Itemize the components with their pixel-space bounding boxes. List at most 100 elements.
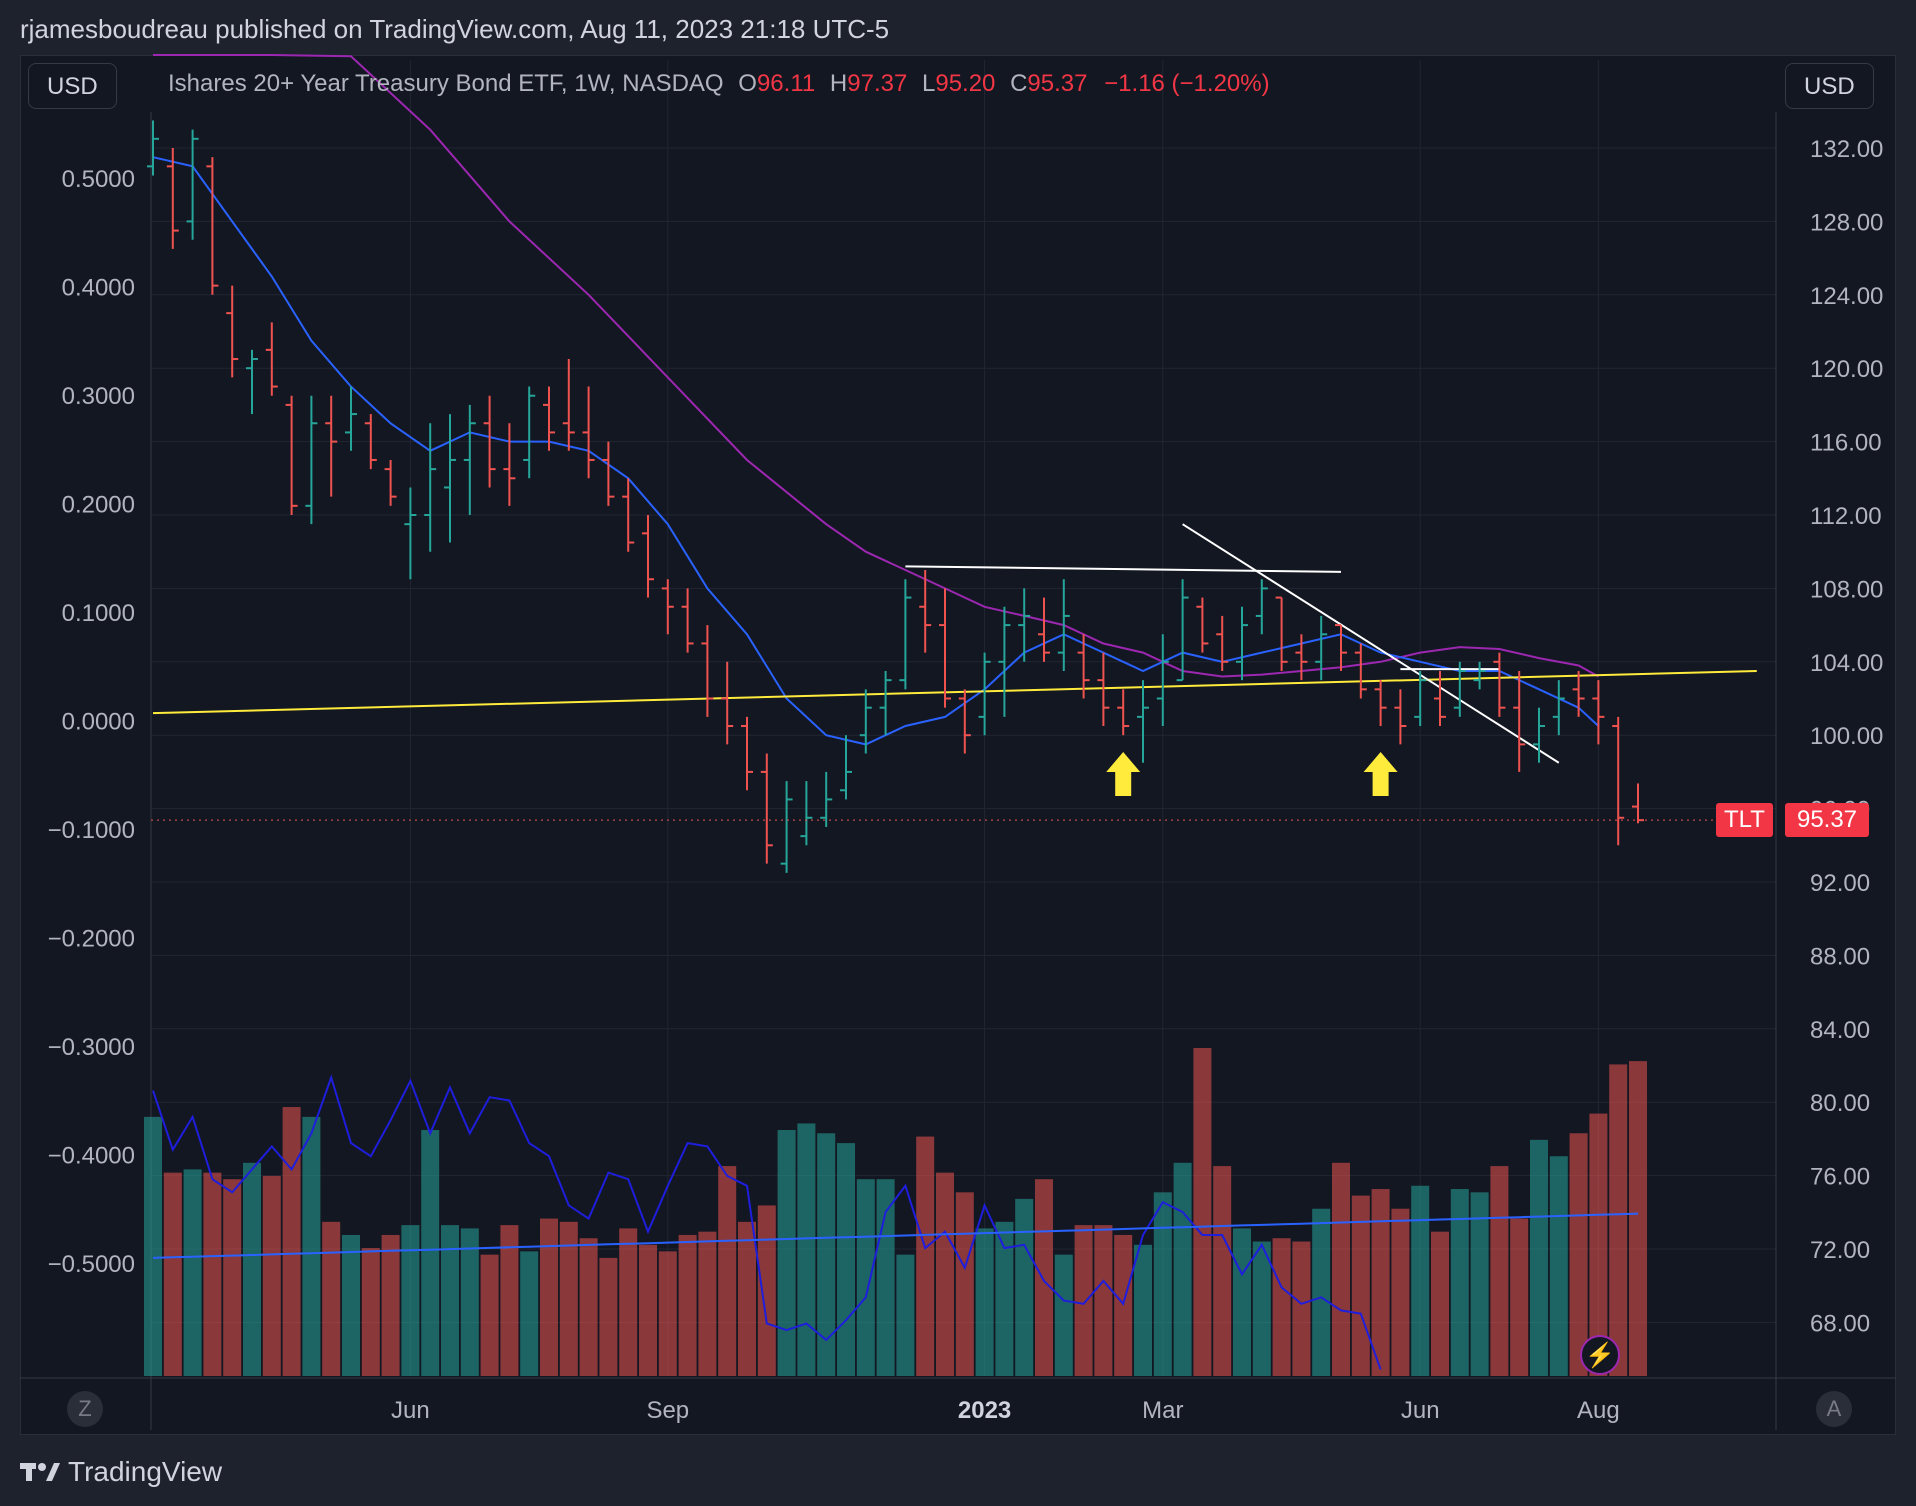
volume-bar: [599, 1257, 618, 1376]
left-axis-label: 0.0000: [62, 709, 135, 736]
volume-bar: [876, 1179, 895, 1376]
volume-bar: [500, 1225, 519, 1376]
price-axis-label: 108.00: [1810, 576, 1883, 603]
price-axis-label: 92.00: [1810, 870, 1870, 897]
volume-bar: [1094, 1225, 1113, 1376]
time-axis-label: 2023: [958, 1397, 1011, 1424]
trendline-resistance: [905, 565, 1342, 573]
price-axis-label: 128.00: [1810, 209, 1883, 236]
volume-bar: [955, 1192, 974, 1376]
left-axis-label: −0.2000: [48, 926, 135, 953]
volume-bar: [639, 1244, 657, 1376]
volume-bar: [322, 1221, 341, 1376]
volume-bar: [718, 1166, 737, 1376]
time-axis-label: Aug: [1577, 1397, 1620, 1424]
volume-bar: [1609, 1064, 1628, 1376]
legend-change: −1.16 (−1.20%): [1104, 70, 1270, 97]
volume-bar: [223, 1179, 242, 1376]
left-axis-label: 0.4000: [62, 275, 135, 302]
volume-bar: [1114, 1234, 1133, 1376]
volume-bar: [1153, 1192, 1172, 1376]
volume-bar: [302, 1116, 321, 1376]
volume-bar: [441, 1225, 459, 1376]
volume-bar: [579, 1238, 598, 1376]
volume-bar: [381, 1234, 400, 1376]
volume-bar: [678, 1234, 697, 1376]
right-scale-currency-button[interactable]: USD: [1785, 63, 1874, 109]
volume-bar: [738, 1221, 756, 1376]
volume-bar: [975, 1228, 994, 1376]
volume-bar: [401, 1225, 420, 1376]
volume-bar: [757, 1205, 776, 1376]
volume-bar: [1252, 1241, 1271, 1376]
up-arrow-icon: [1106, 752, 1141, 796]
volume-bar: [1589, 1113, 1608, 1376]
legend-low-value: 95.20: [935, 70, 996, 97]
lightning-icon[interactable]: ⚡: [1580, 1335, 1620, 1375]
left-axis-label: 0.2000: [62, 492, 135, 519]
volume-bar: [1272, 1238, 1291, 1376]
volume-bar: [183, 1169, 202, 1376]
left-axis-label: −0.3000: [48, 1034, 135, 1061]
last-price-badge: 95.37: [1785, 803, 1869, 837]
price-axis-label: 112.00: [1810, 503, 1882, 530]
left-axis-label: 0.3000: [62, 383, 135, 410]
volume-bar: [144, 1116, 162, 1376]
price-axis-label: 88.00: [1810, 943, 1870, 970]
volume-bar: [698, 1231, 717, 1376]
auto-scale-button[interactable]: A: [1816, 1391, 1852, 1427]
volume-bar: [896, 1254, 915, 1376]
volume-bar: [1371, 1189, 1390, 1376]
legend-low-label: L: [921, 70, 936, 97]
tradingview-logo[interactable]: TradingView: [20, 1456, 222, 1488]
volume-bar: [995, 1221, 1014, 1376]
volume-ma-line: [152, 1212, 1639, 1259]
volume-bar: [1569, 1133, 1588, 1376]
volume-bar: [777, 1130, 796, 1376]
trendline-falling: [1182, 523, 1560, 764]
volume-bar: [658, 1251, 677, 1376]
volume-bar: [480, 1254, 499, 1376]
volume-bar: [361, 1248, 380, 1376]
volume-bar: [1015, 1198, 1034, 1376]
price-axis-label: 132.00: [1810, 136, 1883, 163]
left-axis-label: 0.1000: [62, 600, 135, 627]
price-axis-label: 68.00: [1810, 1310, 1870, 1337]
price-axis-label: 124.00: [1810, 283, 1883, 310]
time-axis-label: Sep: [646, 1397, 689, 1424]
volume-bar: [342, 1234, 360, 1376]
left-axis-label: −0.4000: [48, 1143, 135, 1170]
volume-bar: [619, 1228, 638, 1376]
legend-close-label: C: [1010, 70, 1028, 97]
fast-moving-average-line: [152, 156, 1600, 746]
publisher-header: rjamesboudreau published on TradingView.…: [20, 14, 890, 44]
tradingview-logo-icon: [20, 1463, 60, 1481]
time-axis-label: Mar: [1142, 1397, 1183, 1424]
legend-title: Ishares 20+ Year Treasury Bond ETF, 1W, …: [168, 70, 724, 97]
volume-bar: [797, 1123, 816, 1376]
volume-bar: [559, 1221, 578, 1376]
volume-bar: [262, 1175, 281, 1376]
volume-bar: [837, 1143, 855, 1376]
volume-bar: [1530, 1139, 1548, 1376]
left-scale-currency-button[interactable]: USD: [28, 63, 117, 109]
footer-brand: TradingView: [68, 1456, 223, 1487]
volume-bar: [1510, 1218, 1529, 1376]
volume-bar: [1411, 1185, 1430, 1376]
volume-bar: [421, 1130, 440, 1376]
symbol-badge: TLT: [1716, 803, 1773, 837]
volume-bar: [540, 1218, 558, 1376]
price-axis-label: 72.00: [1810, 1237, 1870, 1264]
volume-bar: [460, 1228, 479, 1376]
price-axis-label: 80.00: [1810, 1090, 1870, 1117]
left-axis-label: −0.1000: [48, 817, 135, 844]
price-axis-label: 116.00: [1810, 430, 1882, 457]
volume-bar: [1233, 1228, 1251, 1376]
volume-bar: [1490, 1166, 1509, 1376]
volume-bar: [817, 1133, 836, 1376]
zoom-reset-button[interactable]: Z: [67, 1391, 103, 1427]
price-axis-label: 84.00: [1810, 1017, 1870, 1044]
volume-bar: [1292, 1241, 1311, 1376]
volume-bar: [282, 1107, 301, 1376]
